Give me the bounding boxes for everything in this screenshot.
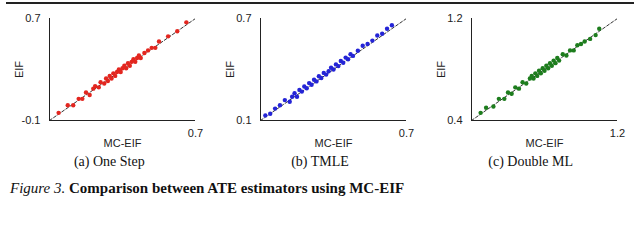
- svg-text:0.7: 0.7: [26, 12, 41, 24]
- svg-text:0.7: 0.7: [188, 127, 203, 139]
- html-text:(c) Double ML: (c) Double ML: [488, 154, 573, 169]
- svg-text:1.2: 1.2: [447, 12, 462, 24]
- svg-text:0.7: 0.7: [399, 127, 414, 139]
- svg-text:0.7: 0.7: [236, 12, 251, 24]
- svg-text:EIF: EIF: [224, 61, 236, 78]
- svg-text:MC-EIF: MC-EIF: [104, 137, 142, 149]
- svg-text:EIF: EIF: [14, 61, 26, 78]
- svg-text:1.2: 1.2: [609, 127, 624, 139]
- svg-text:0.4: 0.4: [447, 114, 462, 126]
- svg-text:0.1: 0.1: [236, 114, 251, 126]
- html-text:(a) One Step: (a) One Step: [73, 154, 145, 169]
- svg-text:MC-EIF: MC-EIF: [525, 137, 563, 149]
- html-text:(b) TMLE: (b) TMLE: [291, 154, 349, 169]
- svg-text:EIF: EIF: [435, 61, 447, 78]
- svg-text:MC-EIF: MC-EIF: [315, 137, 353, 149]
- html-text:Figure 3. Comparison between A: Figure 3. Comparison between ATE estimat…: [10, 180, 405, 196]
- svg-text:-0.1: -0.1: [22, 114, 41, 126]
